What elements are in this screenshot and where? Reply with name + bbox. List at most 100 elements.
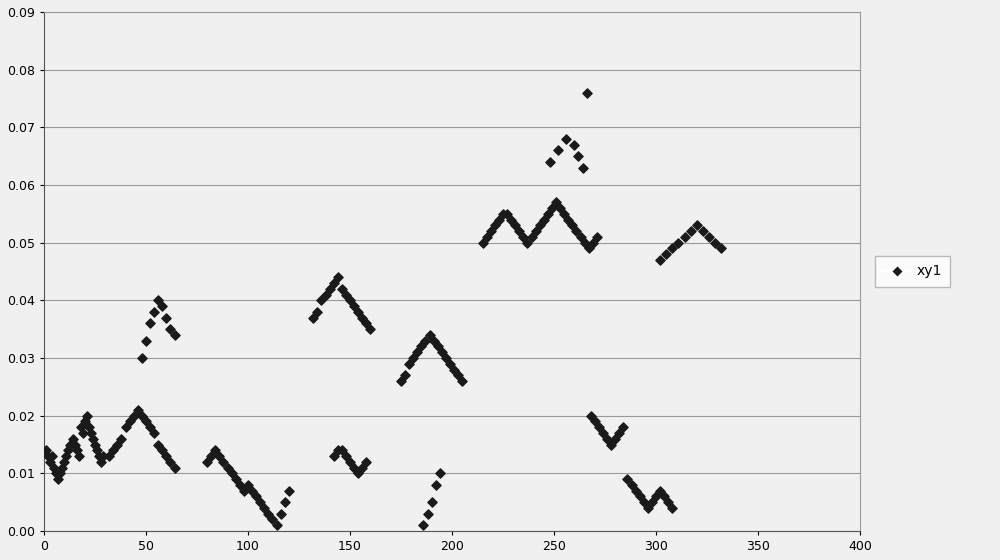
xy1	[664, 503, 680, 512]
xy1	[338, 451, 354, 460]
xy1	[73, 423, 89, 432]
xy1	[664, 244, 680, 253]
xy1	[532, 221, 548, 230]
xy1	[118, 423, 134, 432]
xy1	[683, 227, 699, 236]
xy1	[220, 463, 236, 472]
xy1	[346, 463, 362, 472]
xy1	[322, 284, 338, 293]
xy1	[244, 486, 260, 495]
xy1	[507, 221, 523, 230]
xy1	[707, 238, 723, 247]
xy1	[56, 458, 72, 466]
xy1	[101, 451, 117, 460]
xy1	[203, 451, 219, 460]
xy1	[264, 515, 280, 524]
xy1	[305, 313, 321, 322]
xy1	[358, 319, 374, 328]
xy1	[93, 458, 109, 466]
xy1	[75, 428, 91, 437]
xy1	[142, 423, 158, 432]
xy1	[240, 480, 256, 489]
Legend: xy1: xy1	[875, 256, 950, 287]
xy1	[438, 353, 454, 362]
xy1	[405, 353, 421, 362]
xy1	[50, 475, 66, 484]
xy1	[326, 451, 342, 460]
xy1	[309, 307, 325, 316]
xy1	[607, 434, 623, 443]
xy1	[628, 486, 644, 495]
xy1	[277, 498, 293, 507]
xy1	[109, 440, 125, 449]
xy1	[432, 469, 448, 478]
xy1	[587, 417, 603, 426]
xy1	[701, 232, 717, 241]
xy1	[619, 475, 635, 484]
xy1	[154, 446, 170, 455]
xy1	[573, 232, 589, 241]
xy1	[652, 255, 668, 264]
xy1	[48, 469, 64, 478]
xy1	[338, 290, 354, 299]
xy1	[550, 146, 566, 155]
xy1	[199, 458, 215, 466]
xy1	[430, 342, 446, 351]
xy1	[417, 336, 433, 345]
xy1	[60, 446, 76, 455]
xy1	[640, 503, 656, 512]
xy1	[350, 307, 366, 316]
xy1	[615, 423, 631, 432]
xy1	[695, 227, 711, 236]
xy1	[689, 221, 705, 230]
xy1	[167, 330, 183, 339]
xy1	[491, 215, 507, 224]
xy1	[89, 446, 105, 455]
xy1	[224, 469, 240, 478]
xy1	[236, 486, 252, 495]
xy1	[95, 451, 111, 460]
xy1	[401, 360, 417, 368]
xy1	[318, 290, 334, 299]
xy1	[105, 446, 121, 455]
xy1	[564, 221, 580, 230]
xy1	[603, 440, 619, 449]
xy1	[232, 480, 248, 489]
xy1	[591, 423, 607, 432]
xy1	[566, 140, 582, 149]
xy1	[167, 463, 183, 472]
xy1	[134, 353, 150, 362]
xy1	[150, 440, 166, 449]
xy1	[350, 469, 366, 478]
xy1	[644, 498, 660, 507]
xy1	[713, 244, 729, 253]
xy1	[158, 313, 174, 322]
xy1	[334, 284, 350, 293]
xy1	[544, 204, 560, 213]
xy1	[585, 238, 601, 247]
xy1	[154, 302, 170, 311]
xy1	[536, 215, 552, 224]
xy1	[138, 336, 154, 345]
xy1	[313, 296, 329, 305]
xy1	[158, 451, 174, 460]
xy1	[342, 458, 358, 466]
xy1	[524, 232, 540, 241]
xy1	[540, 209, 556, 218]
xy1	[479, 232, 495, 241]
xy1	[511, 227, 527, 236]
xy1	[579, 88, 595, 97]
xy1	[499, 209, 515, 218]
xy1	[281, 486, 297, 495]
xy1	[442, 360, 458, 368]
xy1	[146, 428, 162, 437]
xy1	[670, 238, 686, 247]
xy1	[67, 440, 83, 449]
xy1	[483, 227, 499, 236]
xy1	[413, 342, 429, 351]
xy1	[552, 204, 568, 213]
xy1	[420, 509, 436, 518]
xy1	[560, 215, 576, 224]
xy1	[46, 463, 62, 472]
xy1	[409, 348, 425, 357]
